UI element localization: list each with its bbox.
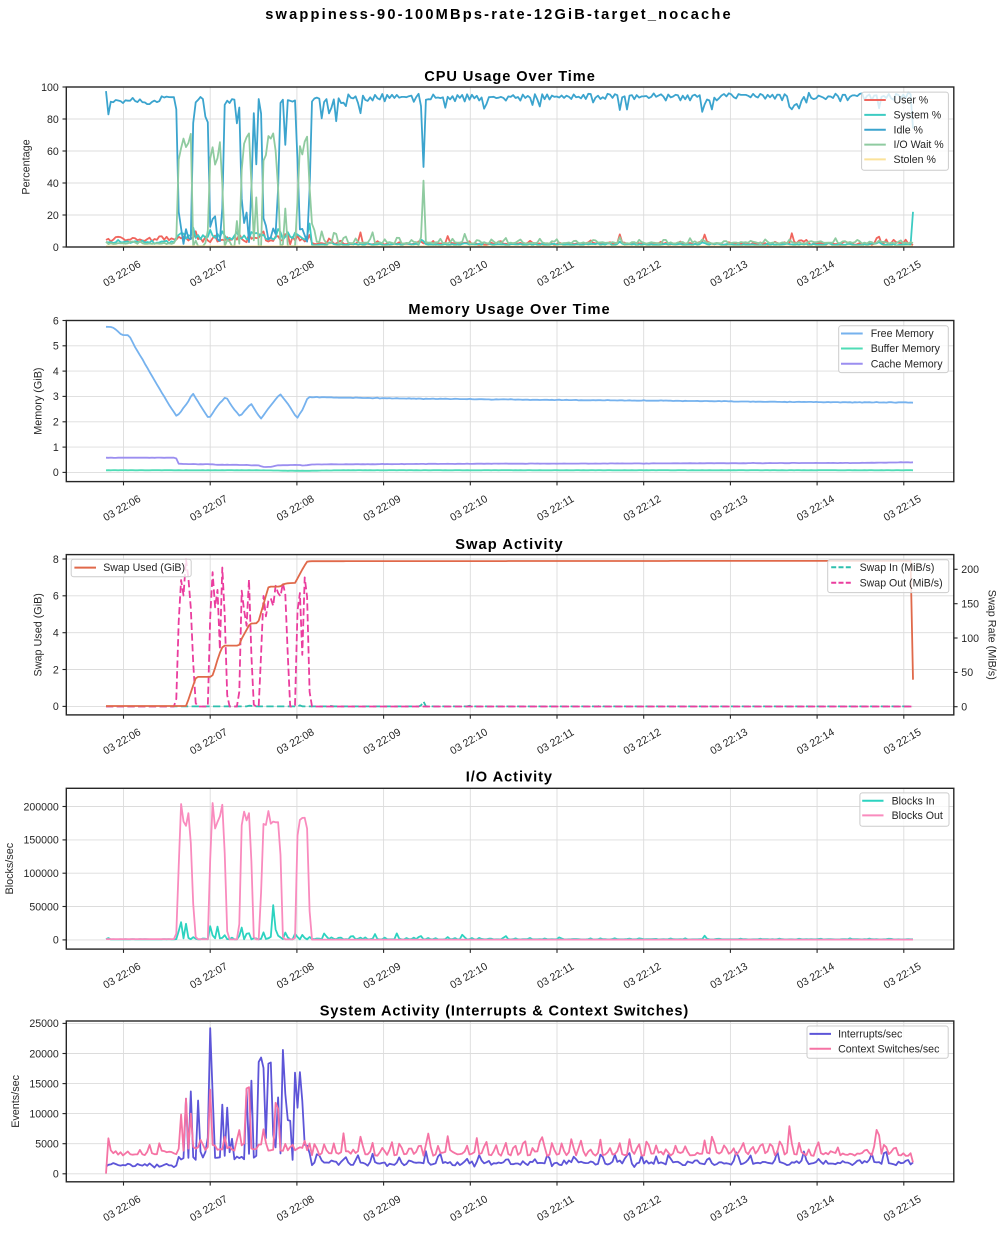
svg-text:20000: 20000 bbox=[29, 1048, 59, 1060]
svg-text:Memory (GiB): Memory (GiB) bbox=[33, 368, 45, 435]
svg-text:I/O Activity: I/O Activity bbox=[466, 770, 553, 786]
svg-text:Swap Used (GiB): Swap Used (GiB) bbox=[103, 562, 185, 574]
svg-text:Swap Out (MiB/s): Swap Out (MiB/s) bbox=[860, 577, 943, 589]
svg-text:60: 60 bbox=[47, 146, 59, 158]
svg-text:2: 2 bbox=[53, 664, 59, 676]
svg-text:Cache Memory: Cache Memory bbox=[871, 358, 944, 370]
svg-text:Swap Rate (MiB/s): Swap Rate (MiB/s) bbox=[986, 590, 998, 680]
svg-text:0: 0 bbox=[53, 1169, 59, 1181]
svg-text:15000: 15000 bbox=[29, 1078, 59, 1090]
svg-text:150000: 150000 bbox=[23, 835, 58, 847]
svg-text:4: 4 bbox=[53, 366, 59, 378]
svg-text:0: 0 bbox=[53, 935, 59, 947]
svg-text:Swap In (MiB/s): Swap In (MiB/s) bbox=[860, 562, 935, 574]
svg-text:4: 4 bbox=[53, 628, 59, 640]
svg-text:Context Switches/sec: Context Switches/sec bbox=[838, 1043, 940, 1055]
svg-text:Stolen %: Stolen % bbox=[894, 154, 937, 166]
svg-text:I/O Wait %: I/O Wait % bbox=[894, 139, 945, 151]
svg-text:swappiness-90-100MBps-rate-12G: swappiness-90-100MBps-rate-12GiB-target_… bbox=[265, 7, 733, 23]
svg-text:50: 50 bbox=[961, 667, 973, 679]
svg-text:Swap Activity: Swap Activity bbox=[455, 537, 563, 553]
svg-text:80: 80 bbox=[47, 114, 59, 126]
svg-text:0: 0 bbox=[53, 467, 59, 479]
svg-text:3: 3 bbox=[53, 391, 59, 403]
svg-text:Blocks In: Blocks In bbox=[892, 795, 935, 807]
svg-text:0: 0 bbox=[961, 702, 967, 714]
svg-text:0: 0 bbox=[53, 701, 59, 713]
svg-text:Free Memory: Free Memory bbox=[871, 328, 935, 340]
svg-text:200000: 200000 bbox=[23, 801, 58, 813]
svg-text:Swap Used (GiB): Swap Used (GiB) bbox=[33, 593, 45, 676]
svg-text:2: 2 bbox=[53, 417, 59, 429]
svg-text:100: 100 bbox=[41, 82, 59, 94]
svg-text:100: 100 bbox=[961, 633, 979, 645]
svg-text:Buffer Memory: Buffer Memory bbox=[871, 343, 941, 355]
svg-text:User %: User % bbox=[894, 95, 929, 107]
svg-text:System Activity (Interrupts &: System Activity (Interrupts & Context Sw… bbox=[320, 1004, 689, 1020]
svg-text:Events/sec: Events/sec bbox=[10, 1074, 22, 1127]
svg-text:Memory Usage Over Time: Memory Usage Over Time bbox=[408, 302, 610, 318]
svg-text:5000: 5000 bbox=[35, 1139, 59, 1151]
svg-text:6: 6 bbox=[53, 315, 59, 327]
svg-text:System %: System % bbox=[894, 110, 942, 122]
svg-text:25000: 25000 bbox=[29, 1018, 59, 1030]
svg-text:Interrupts/sec: Interrupts/sec bbox=[838, 1029, 903, 1041]
svg-text:Idle %: Idle % bbox=[894, 124, 924, 136]
svg-text:Blocks/sec: Blocks/sec bbox=[4, 842, 16, 894]
svg-text:50000: 50000 bbox=[29, 901, 59, 913]
svg-text:8: 8 bbox=[53, 554, 59, 566]
svg-text:20: 20 bbox=[47, 210, 59, 222]
svg-text:200: 200 bbox=[961, 564, 979, 576]
svg-text:40: 40 bbox=[47, 178, 59, 190]
svg-text:100000: 100000 bbox=[23, 868, 58, 880]
svg-text:CPU Usage Over Time: CPU Usage Over Time bbox=[424, 69, 596, 85]
svg-text:0: 0 bbox=[53, 242, 59, 254]
svg-text:1: 1 bbox=[53, 442, 59, 454]
svg-text:Blocks Out: Blocks Out bbox=[892, 810, 943, 822]
svg-text:Percentage: Percentage bbox=[21, 139, 33, 194]
svg-text:5: 5 bbox=[53, 341, 59, 353]
svg-text:6: 6 bbox=[53, 591, 59, 603]
svg-text:150: 150 bbox=[961, 599, 979, 611]
svg-text:10000: 10000 bbox=[29, 1108, 59, 1120]
